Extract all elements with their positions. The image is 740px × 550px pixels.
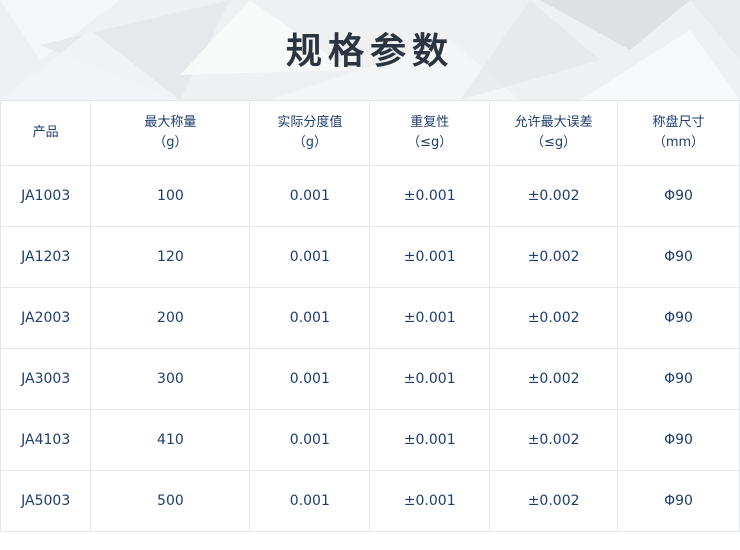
- table-row: JA2003 200 0.001 ±0.001 ±0.002 Φ90: [0, 287, 740, 349]
- header-label: 实际分度值: [277, 115, 343, 130]
- table-cell: ±0.001: [369, 409, 491, 471]
- table-cell: Φ90: [617, 226, 740, 288]
- column-header: 实际分度值 （g）: [249, 100, 371, 166]
- table-row: JA1003 100 0.001 ±0.001 ±0.002 Φ90: [0, 165, 740, 227]
- table-cell: JA1203: [0, 226, 92, 288]
- table-cell: ±0.002: [489, 348, 619, 410]
- table-cell: ±0.002: [489, 409, 619, 471]
- table-cell: 300: [90, 348, 251, 410]
- polygon-background: [0, 0, 740, 100]
- table-cell: JA4103: [0, 409, 92, 471]
- table-cell: 0.001: [249, 409, 371, 471]
- table-cell: Φ90: [617, 470, 740, 532]
- title-banner: 规格参数: [0, 0, 740, 100]
- table-cell: 0.001: [249, 287, 371, 349]
- table-cell: ±0.002: [489, 165, 619, 227]
- table-cell: Φ90: [617, 348, 740, 410]
- header-unit: （≤g）: [531, 135, 577, 150]
- table-cell: ±0.001: [369, 470, 491, 532]
- column-header: 称盘尺寸 （mm）: [617, 100, 740, 166]
- table-row: JA4103 410 0.001 ±0.001 ±0.002 Φ90: [0, 409, 740, 471]
- table-cell: 0.001: [249, 348, 371, 410]
- table-cell: JA5003: [0, 470, 92, 532]
- table-header-row: 产品 最大称量 （g） 实际分度值 （g） 重复性 （≤g） 允许最大误差 （≤g） 称盘尺寸 （m…: [0, 100, 740, 166]
- table-cell: 410: [90, 409, 251, 471]
- table-cell: ±0.001: [369, 165, 491, 227]
- table-cell: ±0.001: [369, 287, 491, 349]
- header-unit: （g）: [153, 135, 188, 150]
- table-row: JA1203 120 0.001 ±0.001 ±0.002 Φ90: [0, 226, 740, 288]
- header-label: 称盘尺寸: [652, 115, 705, 130]
- table-row: JA5003 500 0.001 ±0.001 ±0.002 Φ90: [0, 470, 740, 532]
- page-title: 规格参数: [285, 31, 454, 72]
- column-header: 重复性 （≤g）: [369, 100, 491, 166]
- table-cell: Φ90: [617, 165, 740, 227]
- table-cell: JA3003: [0, 348, 92, 410]
- table-cell: 0.001: [249, 226, 371, 288]
- header-label: 允许最大误差: [514, 115, 593, 130]
- column-header: 产品: [0, 100, 92, 166]
- table-cell: 0.001: [249, 165, 371, 227]
- table-cell: ±0.002: [489, 287, 619, 349]
- column-header: 最大称量 （g）: [90, 100, 251, 166]
- table-cell: 500: [90, 470, 251, 532]
- table-cell: ±0.001: [369, 226, 491, 288]
- header-label: 产品: [32, 125, 59, 140]
- table-row: JA3003 300 0.001 ±0.001 ±0.002 Φ90: [0, 348, 740, 410]
- table-cell: Φ90: [617, 287, 740, 349]
- header-unit: （g）: [292, 135, 327, 150]
- table-cell: ±0.002: [489, 226, 619, 288]
- header-unit: （≤g）: [407, 135, 453, 150]
- table-cell: 0.001: [249, 470, 371, 532]
- table-cell: JA2003: [0, 287, 92, 349]
- header-label: 最大称量: [144, 115, 197, 130]
- table-cell: ±0.002: [489, 470, 619, 532]
- spec-table: 产品 最大称量 （g） 实际分度值 （g） 重复性 （≤g） 允许最大误差 （≤g） 称盘尺寸 （m…: [0, 100, 740, 532]
- column-header: 允许最大误差 （≤g）: [489, 100, 619, 166]
- table-cell: 100: [90, 165, 251, 227]
- table-cell: ±0.001: [369, 348, 491, 410]
- table-cell: JA1003: [0, 165, 92, 227]
- header-label: 重复性: [410, 115, 450, 130]
- table-cell: Φ90: [617, 409, 740, 471]
- header-unit: （mm）: [652, 135, 705, 150]
- table-cell: 200: [90, 287, 251, 349]
- table-cell: 120: [90, 226, 251, 288]
